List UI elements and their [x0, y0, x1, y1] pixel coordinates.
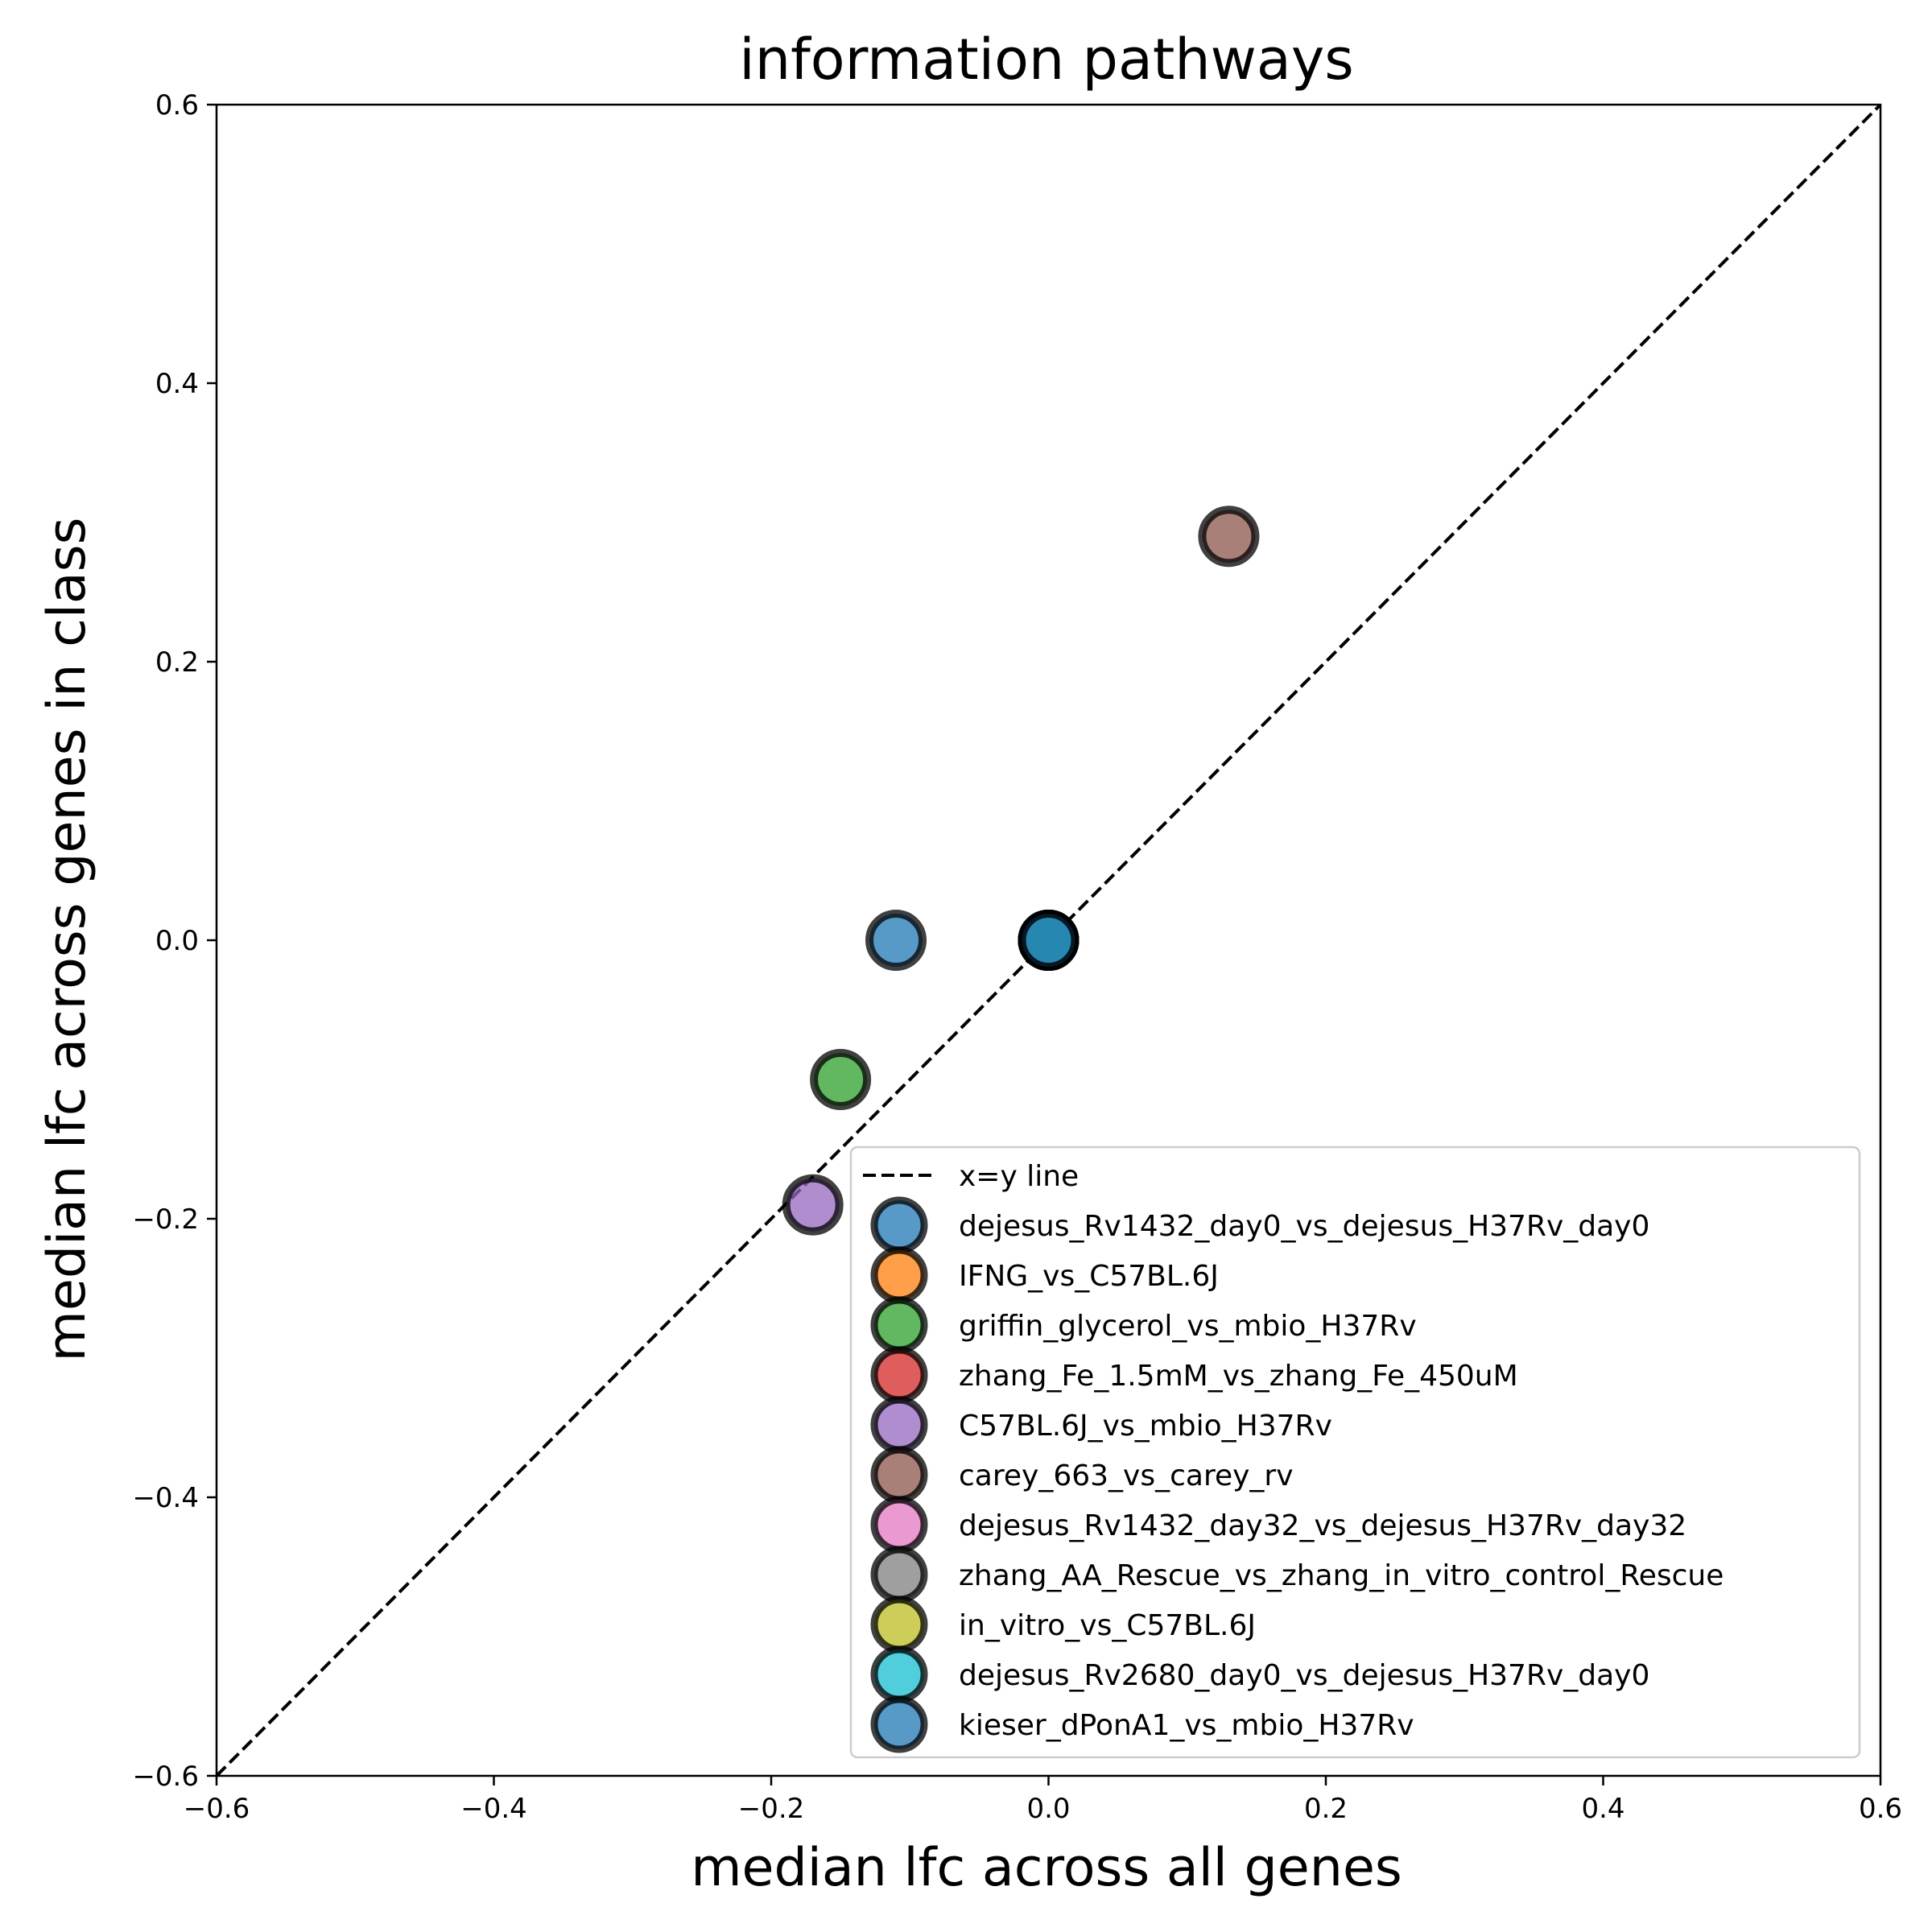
legend-label: dejesus_Rv1432_day0_vs_dejesus_H37Rv_day…	[959, 1210, 1649, 1243]
legend-marker	[870, 1596, 928, 1653]
data-point-5	[782, 1174, 844, 1236]
x-tick-label: 0.4	[1581, 1793, 1624, 1825]
legend-label: dejesus_Rv2680_day0_vs_dejesus_H37Rv_day…	[959, 1659, 1649, 1692]
data-point-3	[810, 1049, 872, 1110]
x-tick-label: −0.6	[184, 1793, 250, 1825]
x-tick-label: −0.4	[460, 1793, 527, 1825]
x-tick-label: 0.6	[1859, 1793, 1902, 1825]
legend-box	[849, 1146, 1861, 1759]
y-tick-label: 0.4	[155, 368, 199, 400]
legend-label: griffin_glycerol_vs_mbio_H37Rv	[959, 1310, 1417, 1343]
x-tick-label: 0.2	[1304, 1793, 1348, 1825]
data-point-11	[1018, 910, 1080, 971]
y-tick-label: 0.0	[155, 925, 199, 957]
legend-marker	[870, 1695, 928, 1753]
legend-label: dejesus_Rv1432_day32_vs_dejesus_H37Rv_da…	[959, 1509, 1686, 1542]
legend-label: in_vitro_vs_C57BL.6J	[959, 1609, 1256, 1642]
x-tick-label: −0.2	[738, 1793, 805, 1825]
x-tick-label: 0.0	[1026, 1793, 1070, 1825]
legend-label: kieser_dPonA1_vs_mbio_H37Rv	[959, 1709, 1414, 1742]
y-tick-label: −0.2	[132, 1203, 199, 1236]
legend-marker	[870, 1346, 928, 1404]
legend-label: carey_663_vs_carey_rv	[959, 1459, 1294, 1492]
y-tick-label: 0.6	[155, 89, 199, 122]
data-point-1	[865, 910, 927, 971]
y-axis-label: median lfc across genes in class	[37, 518, 97, 1362]
legend-label: zhang_AA_Rescue_vs_zhang_in_vitro_contro…	[959, 1559, 1724, 1592]
legend: x=y line dejesus_Rv1432_day0_vs_dejesus_H…	[849, 1146, 1861, 1759]
legend-marker	[870, 1446, 928, 1504]
plot-area	[217, 105, 1880, 1776]
legend-label: IFNG_vs_C57BL.6J	[959, 1260, 1219, 1293]
legend-label: zhang_Fe_1.5mM_vs_zhang_Fe_450uM	[959, 1360, 1518, 1393]
chart-title: information pathways	[739, 27, 1353, 93]
legend-marker	[870, 1196, 928, 1254]
legend-marker	[870, 1396, 928, 1454]
legend-label: x=y line	[959, 1160, 1079, 1193]
legend-marker	[870, 1246, 928, 1304]
y-tick-label: −0.4	[132, 1482, 199, 1514]
x-axis-label: median lfc across all genes	[691, 1838, 1402, 1898]
data-point-6	[1198, 506, 1260, 568]
legend-marker	[870, 1546, 928, 1604]
legend-marker	[870, 1496, 928, 1554]
legend-marker	[870, 1645, 928, 1703]
y-tick-label: 0.2	[155, 646, 199, 679]
legend-marker	[870, 1296, 928, 1354]
axes: −0.6 −0.4 −0.2 0.0 0.2 0.4 0.6 −0.6 −0.4 −0.2 0.0 0…	[132, 89, 1902, 1825]
y-tick-label: −0.6	[132, 1761, 199, 1793]
legend-label: C57BL.6J_vs_mbio_H37Rv	[959, 1410, 1332, 1443]
